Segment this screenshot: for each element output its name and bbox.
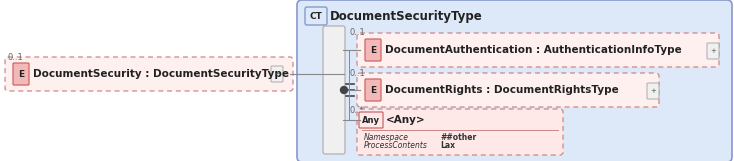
Text: 0..1: 0..1 [350,68,366,77]
Text: ##other: ##other [440,133,476,142]
Text: E: E [18,70,24,79]
Text: 0..*: 0..* [350,105,365,114]
FancyBboxPatch shape [365,39,381,61]
FancyBboxPatch shape [271,66,283,82]
FancyBboxPatch shape [305,7,327,25]
Text: E: E [370,46,376,55]
FancyBboxPatch shape [707,43,719,59]
Text: 0..1: 0..1 [8,52,23,62]
FancyBboxPatch shape [359,112,383,128]
Text: DocumentSecurityType: DocumentSecurityType [330,9,483,23]
Text: <Any>: <Any> [386,115,426,125]
Text: ProcessContents: ProcessContents [364,142,428,151]
Text: +: + [650,88,656,94]
FancyBboxPatch shape [357,33,719,67]
FancyBboxPatch shape [297,0,732,161]
Text: CT: CT [310,11,322,20]
FancyBboxPatch shape [323,26,345,154]
Text: Any: Any [362,115,380,124]
FancyBboxPatch shape [647,83,659,99]
Text: DocumentAuthentication : AuthenticationInfoType: DocumentAuthentication : AuthenticationI… [385,45,682,55]
FancyBboxPatch shape [5,57,293,91]
Text: −: − [274,71,280,77]
Circle shape [341,86,347,94]
FancyBboxPatch shape [357,73,659,107]
Text: DocumentRights : DocumentRightsType: DocumentRights : DocumentRightsType [385,85,619,95]
Text: +: + [710,48,716,54]
FancyBboxPatch shape [13,63,29,85]
Text: DocumentSecurity : DocumentSecurityType: DocumentSecurity : DocumentSecurityType [33,69,289,79]
FancyBboxPatch shape [365,79,381,101]
Text: E: E [370,85,376,95]
Text: 0..1: 0..1 [350,28,366,37]
Text: Namespace: Namespace [364,133,409,142]
FancyBboxPatch shape [357,109,563,155]
Text: Lax: Lax [440,142,455,151]
